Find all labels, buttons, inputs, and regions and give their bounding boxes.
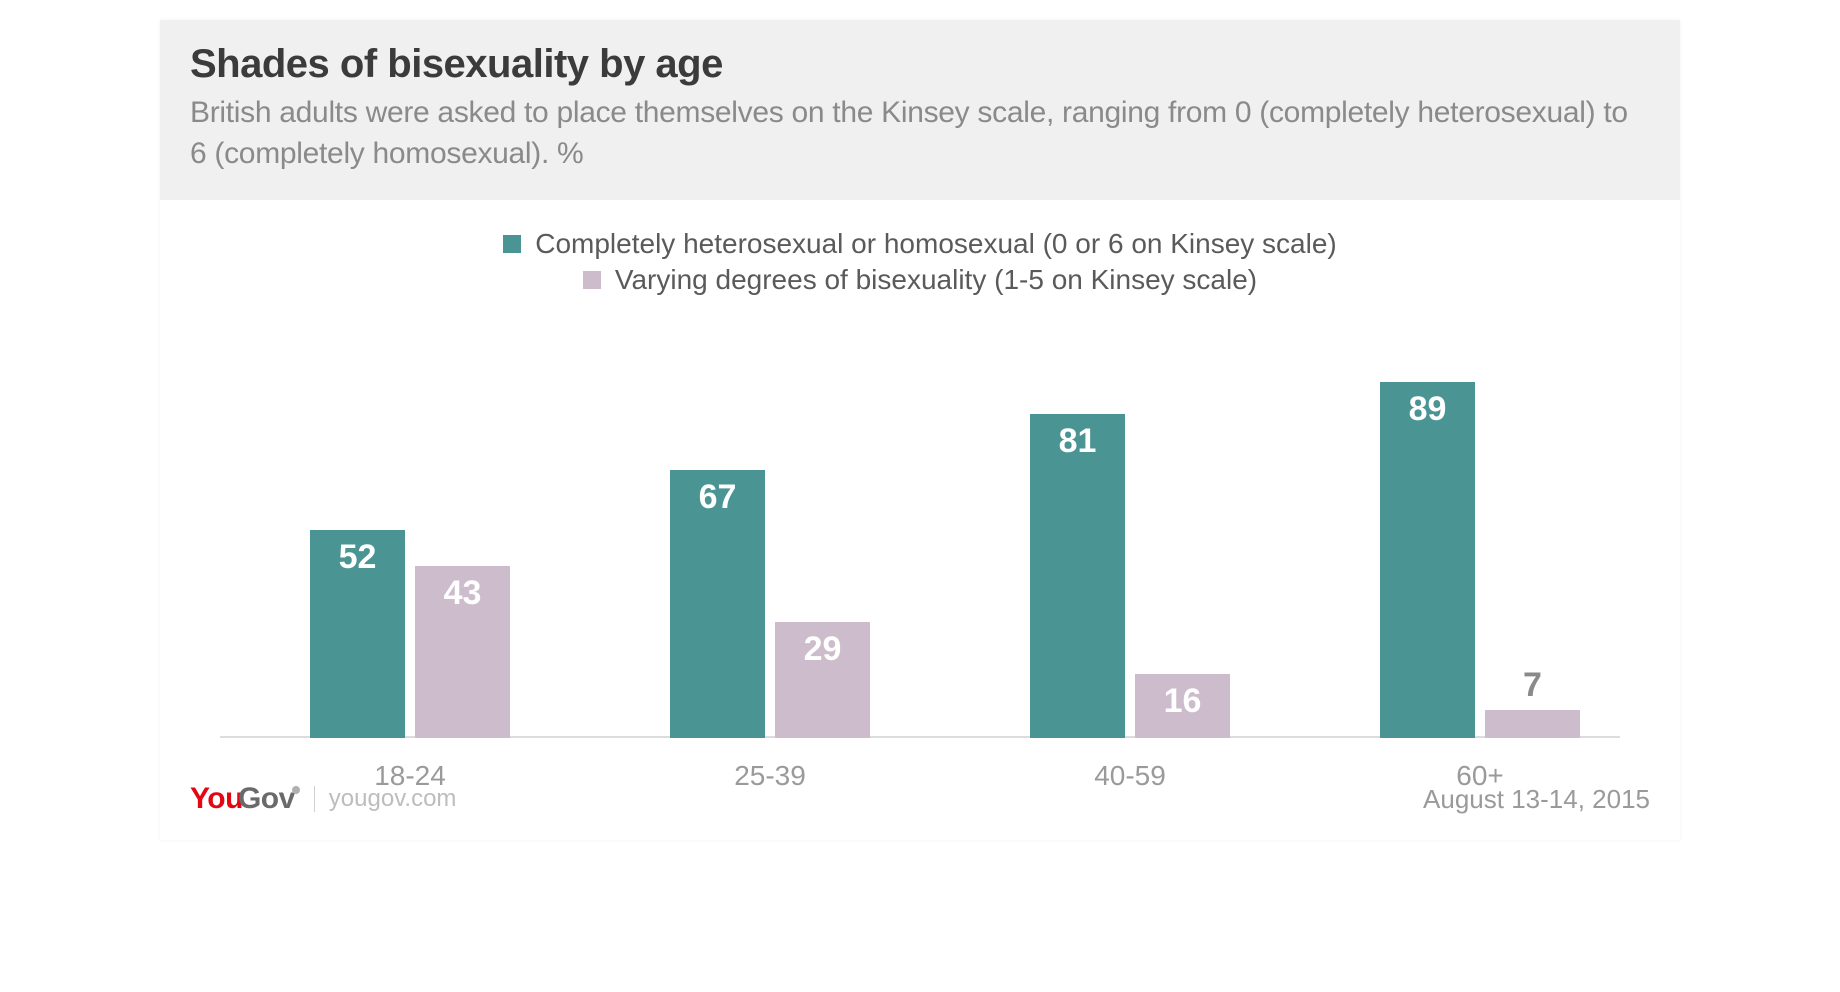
bar-group: 81 16 <box>1000 414 1260 738</box>
bar-value-label: 52 <box>310 538 405 577</box>
bar-value-label: 43 <box>415 574 510 613</box>
legend-item-series1: Completely heterosexual or homosexual (0… <box>503 228 1337 260</box>
bar-series1: 81 <box>1030 414 1125 738</box>
bar-value-label: 7 <box>1485 666 1580 705</box>
brand-you-text: You <box>190 782 243 815</box>
footer-divider <box>314 786 315 812</box>
brand-logo: YouGov <box>190 782 300 816</box>
bar-value-label: 81 <box>1030 422 1125 461</box>
brand-dot-icon <box>292 786 300 794</box>
legend-item-series2: Varying degrees of bisexuality (1-5 on K… <box>583 264 1257 296</box>
bar-value-label: 67 <box>670 478 765 517</box>
footer-url: yougov.com <box>329 785 457 813</box>
bar-series2: 29 <box>775 622 870 738</box>
bar-group: 89 7 <box>1350 382 1610 738</box>
chart-title: Shades of bisexuality by age <box>190 42 1650 87</box>
bar-group: 52 43 <box>280 530 540 738</box>
chart-plot-area: 52 43 67 29 81 16 89 7 <box>220 338 1620 738</box>
bar-group: 67 29 <box>640 470 900 738</box>
bar-series2: 16 <box>1135 674 1230 738</box>
chart-container: Shades of bisexuality by age British adu… <box>160 20 1680 840</box>
chart-subtitle: British adults were asked to place thems… <box>190 93 1650 174</box>
legend-label-series1: Completely heterosexual or homosexual (0… <box>535 228 1337 260</box>
chart-header: Shades of bisexuality by age British adu… <box>160 20 1680 200</box>
bar-series1: 89 <box>1380 382 1475 738</box>
legend-label-series2: Varying degrees of bisexuality (1-5 on K… <box>615 264 1257 296</box>
brand-gov-text: Gov <box>238 782 295 815</box>
bar-series2: 43 <box>415 566 510 738</box>
bar-series1: 67 <box>670 470 765 738</box>
bar-series1: 52 <box>310 530 405 738</box>
bar-value-label: 16 <box>1135 682 1230 721</box>
chart-footer: YouGov yougov.com August 13-14, 2015 <box>190 782 1650 816</box>
bar-value-label: 89 <box>1380 390 1475 429</box>
bar-value-label: 29 <box>775 630 870 669</box>
chart-legend: Completely heterosexual or homosexual (0… <box>160 226 1680 298</box>
bar-series2: 7 <box>1485 710 1580 738</box>
legend-swatch-series2 <box>583 271 601 289</box>
legend-swatch-series1 <box>503 235 521 253</box>
brand-group: YouGov yougov.com <box>190 782 456 816</box>
footer-date: August 13-14, 2015 <box>1423 784 1650 815</box>
